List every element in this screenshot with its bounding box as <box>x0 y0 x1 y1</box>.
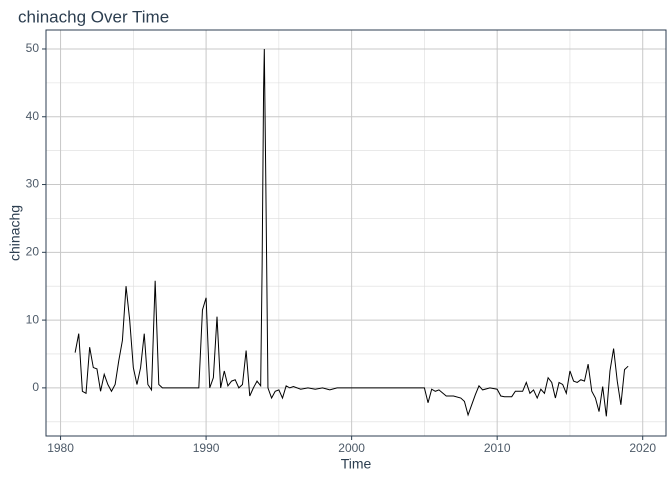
x-tick-label: 2010 <box>484 441 511 455</box>
y-tick-label: 40 <box>26 109 40 123</box>
x-tick-label: 1980 <box>47 441 74 455</box>
x-tick-label: 2020 <box>629 441 656 455</box>
line <box>74 48 629 417</box>
y-tick-label: 0 <box>32 380 39 394</box>
y-axis-label: chinachg <box>7 205 23 261</box>
y-tick-label: 10 <box>26 312 40 326</box>
x-axis-label: Time <box>341 456 372 472</box>
x-tick-label: 2000 <box>338 441 365 455</box>
y-tick-label: 30 <box>26 177 40 191</box>
y-tick-label: 50 <box>26 41 40 55</box>
x-tick-label: 1990 <box>193 441 220 455</box>
y-tick-label: 20 <box>26 244 40 258</box>
panel-border <box>45 29 667 437</box>
chart-title: chinachg Over Time <box>18 7 169 26</box>
